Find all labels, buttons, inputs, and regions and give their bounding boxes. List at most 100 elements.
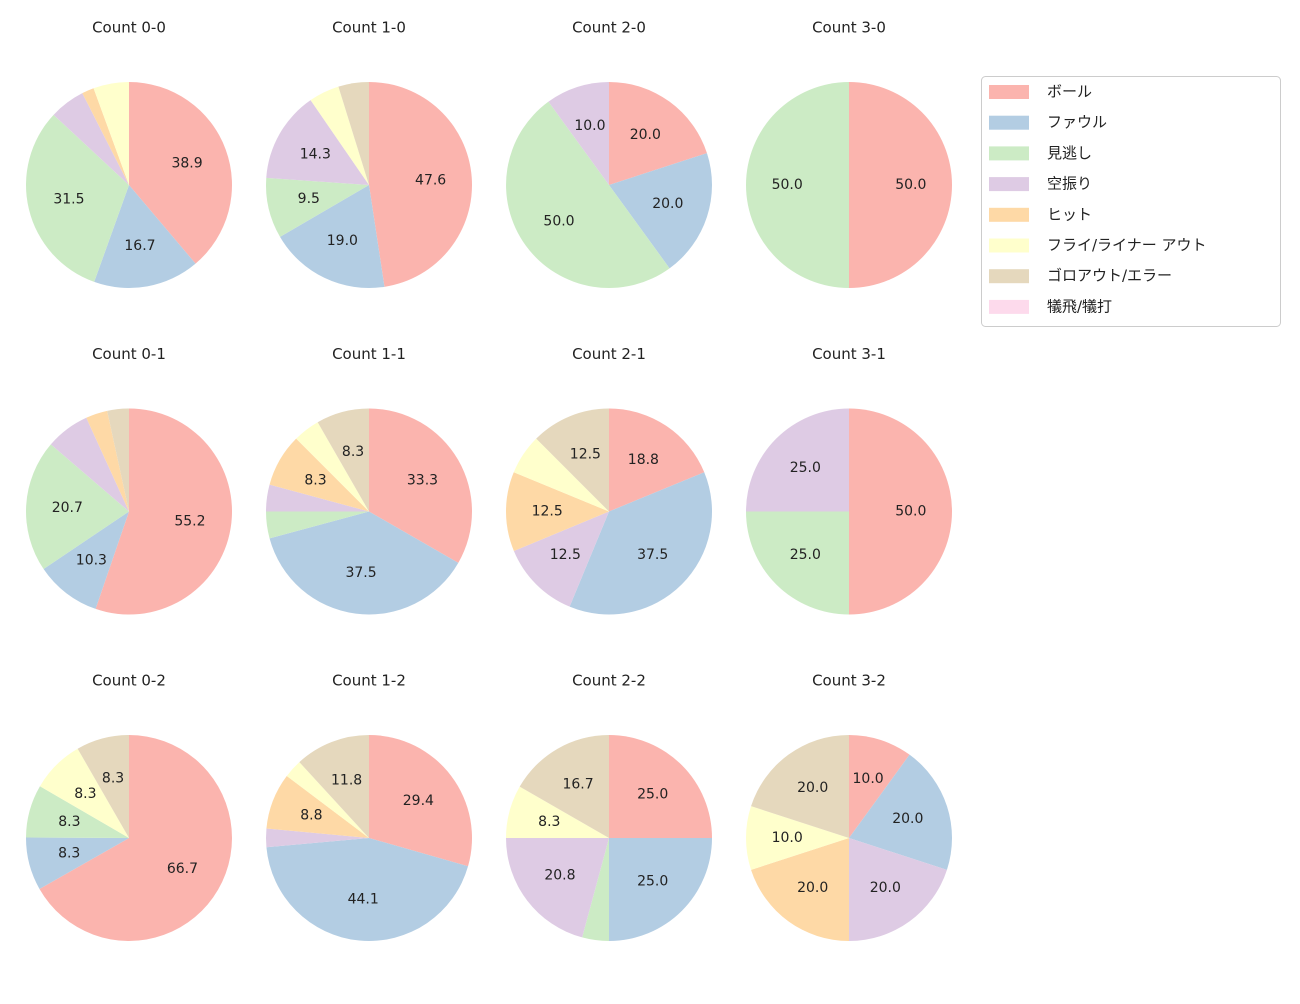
pie-slice (269, 438, 369, 512)
slice-label: 55.2 (174, 514, 205, 530)
pie-slice (95, 408, 232, 615)
pie-slice (129, 82, 232, 264)
pie-slice (746, 511, 849, 615)
pie-slice (536, 408, 609, 512)
pie-slice (369, 408, 472, 563)
pie-slice (506, 101, 670, 288)
pie-slice (582, 838, 609, 941)
slice-label: 50.0 (895, 504, 926, 520)
legend-box (981, 76, 1281, 327)
pie-slice (609, 735, 712, 838)
pie-slice (513, 438, 609, 512)
slice-label: 8.3 (74, 786, 96, 802)
pie-slice (513, 511, 609, 607)
pie-slice (26, 837, 129, 889)
slice-label: 8.3 (58, 846, 80, 862)
slice-label: 20.0 (797, 780, 828, 796)
slice-label: 12.5 (550, 547, 581, 563)
slice-label: 29.4 (403, 793, 434, 809)
pie-slice (39, 786, 129, 838)
slice-label: 25.0 (637, 786, 668, 802)
slice-label: 18.8 (628, 452, 659, 468)
pie-slice (849, 408, 952, 615)
slice-label: 20.0 (652, 196, 683, 212)
pie-slice (849, 735, 910, 838)
pie-title: Count 2-2 (572, 672, 646, 690)
pie-slice (50, 417, 129, 512)
pie-title: Count 1-0 (332, 19, 406, 37)
slice-label: 44.1 (348, 892, 379, 908)
pie-slice (849, 838, 947, 941)
pie-title: Count 2-1 (572, 345, 646, 363)
pie-slice (506, 786, 609, 838)
legend-label: ヒット (1047, 205, 1092, 223)
legend-label: 見逃し (1047, 144, 1092, 162)
pie-slice (505, 472, 609, 552)
pie-slice (609, 82, 707, 185)
pie-slice (310, 86, 369, 185)
slice-label: 25.0 (790, 547, 821, 563)
pie-slice (280, 185, 385, 288)
pie-slice (266, 511, 369, 539)
pie-title: Count 3-2 (812, 672, 886, 690)
legend-label: 犠飛/犠打 (1047, 297, 1112, 315)
pie-slice (93, 82, 129, 185)
pie-title: Count 3-1 (812, 345, 886, 363)
slice-label: 12.5 (570, 446, 601, 462)
pie-slice (548, 82, 609, 185)
legend-swatch (989, 269, 1029, 284)
pie-slice (266, 177, 369, 237)
pie-slice (269, 511, 459, 615)
pie-slice (746, 408, 849, 512)
pie-slice (266, 775, 369, 838)
pie-title: Count 0-0 (92, 19, 166, 37)
slice-label: 8.3 (538, 814, 560, 830)
legend-swatch (989, 177, 1029, 192)
legend-swatch (989, 207, 1029, 222)
pie-title: Count 1-2 (332, 672, 406, 690)
legend-label: フライ/ライナー アウト (1047, 236, 1207, 254)
pie-slice (286, 762, 369, 838)
slice-label: 8.3 (58, 814, 80, 830)
pie-slice (506, 838, 609, 938)
pie-slice (266, 484, 369, 512)
slice-label: 50.0 (895, 177, 926, 193)
slice-label: 37.5 (345, 565, 376, 581)
pie-slice (751, 838, 849, 941)
slice-label: 20.8 (544, 868, 575, 884)
slice-label: 20.0 (630, 127, 661, 143)
legend-swatch (989, 85, 1029, 99)
pie-slice (94, 185, 196, 288)
pie-slice (849, 82, 952, 288)
slice-label: 8.3 (102, 770, 124, 786)
pie-slice (746, 82, 849, 288)
slice-label: 20.0 (892, 811, 923, 827)
slice-label: 25.0 (637, 874, 668, 890)
pie-title: Count 0-2 (92, 672, 166, 690)
legend-swatch (989, 238, 1029, 253)
slice-label: 8.8 (300, 808, 322, 824)
pie-slice (369, 735, 472, 867)
slice-label: 16.7 (124, 238, 155, 254)
pie-slice (77, 735, 129, 838)
pie-slice (317, 408, 369, 512)
slice-label: 10.0 (853, 771, 884, 787)
slice-label: 50.0 (772, 177, 803, 193)
slice-label: 47.6 (415, 172, 446, 188)
legend-label: 空振り (1047, 175, 1092, 193)
legend-swatch (989, 299, 1029, 314)
slice-label: 50.0 (543, 213, 574, 229)
pie-slice (53, 93, 130, 185)
legend-swatch (989, 115, 1029, 130)
pie-title: Count 0-1 (92, 345, 166, 363)
slice-label: 25.0 (790, 460, 821, 476)
slice-label: 20.7 (52, 500, 83, 516)
pie-slice (86, 410, 129, 512)
pie-title: Count 2-0 (572, 19, 646, 37)
pie-slice (26, 114, 129, 282)
pie-slice (338, 82, 369, 185)
slice-label: 12.5 (532, 504, 563, 520)
pie-slice (82, 88, 129, 185)
slice-label: 14.3 (300, 146, 331, 162)
pie-slice (26, 786, 130, 838)
